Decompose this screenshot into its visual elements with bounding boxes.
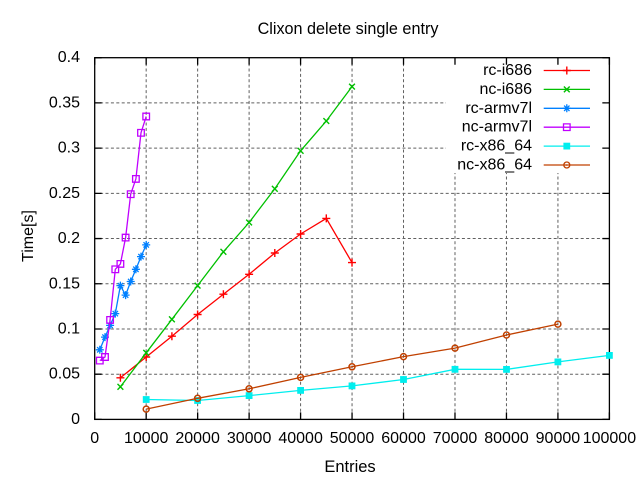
svg-text:90000: 90000 xyxy=(536,430,581,447)
svg-text:50000: 50000 xyxy=(330,430,375,447)
svg-text:0.3: 0.3 xyxy=(58,140,80,157)
svg-text:nc-i686: nc-i686 xyxy=(480,81,533,98)
svg-text:10000: 10000 xyxy=(124,430,169,447)
svg-text:rc-armv7l: rc-armv7l xyxy=(465,100,532,117)
svg-text:Entries: Entries xyxy=(324,458,375,476)
svg-text:0: 0 xyxy=(71,411,80,428)
svg-text:0.1: 0.1 xyxy=(58,321,80,338)
svg-text:nc-x86_64: nc-x86_64 xyxy=(457,157,532,174)
svg-text:40000: 40000 xyxy=(278,430,323,447)
svg-text:Clixon delete single entry: Clixon delete single entry xyxy=(258,20,440,38)
svg-text:rc-x86_64: rc-x86_64 xyxy=(461,138,532,155)
svg-text:0: 0 xyxy=(90,430,99,447)
svg-text:0.35: 0.35 xyxy=(49,94,80,111)
svg-text:70000: 70000 xyxy=(433,430,478,447)
svg-text:100000: 100000 xyxy=(583,430,636,447)
svg-text:60000: 60000 xyxy=(381,430,426,447)
svg-text:0.25: 0.25 xyxy=(49,185,80,202)
svg-text:0.05: 0.05 xyxy=(49,366,80,383)
svg-text:0.15: 0.15 xyxy=(49,275,80,292)
svg-text:0.2: 0.2 xyxy=(58,230,80,247)
svg-text:20000: 20000 xyxy=(175,430,220,447)
svg-text:80000: 80000 xyxy=(484,430,529,447)
svg-text:0.4: 0.4 xyxy=(58,49,80,66)
svg-text:rc-i686: rc-i686 xyxy=(483,62,532,79)
svg-text:30000: 30000 xyxy=(227,430,272,447)
svg-text:nc-armv7l: nc-armv7l xyxy=(462,119,532,136)
svg-text:Time[s]: Time[s] xyxy=(20,210,37,262)
